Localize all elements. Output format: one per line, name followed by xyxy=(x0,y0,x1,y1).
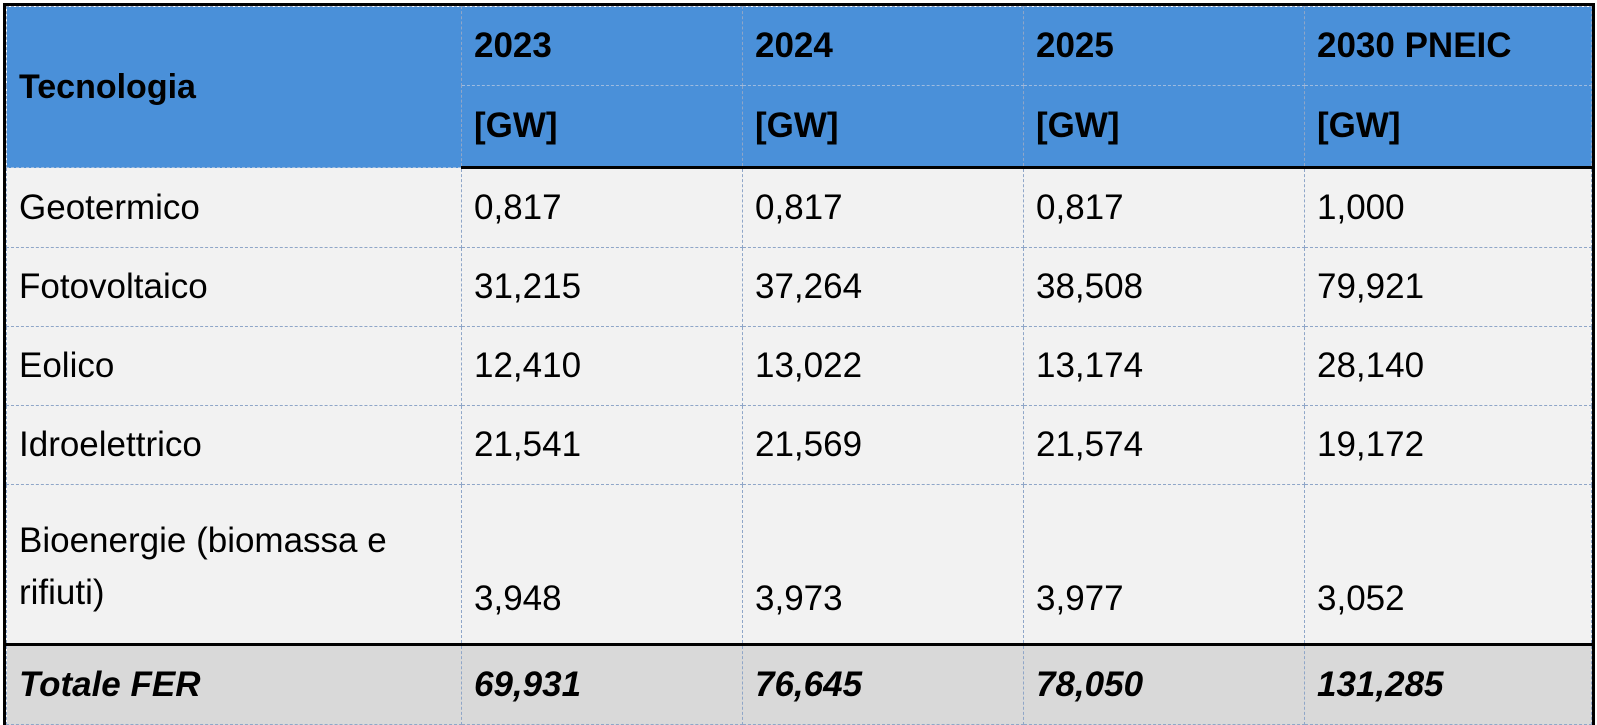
total-value: 131,285 xyxy=(1304,643,1592,725)
row-label: Idroelettrico xyxy=(6,405,462,485)
cell-value: 13,174 xyxy=(1023,326,1305,406)
total-row: Totale FER 69,931 76,645 78,050 131,285 xyxy=(6,643,1592,725)
total-value: 78,050 xyxy=(1023,643,1305,725)
cell-value: 21,569 xyxy=(742,405,1024,485)
cell-value: 3,977 xyxy=(1023,484,1305,645)
header-year: 2023 xyxy=(461,6,743,86)
table-header: Tecnologia 2023 2024 2025 2030 PNEIC [GW… xyxy=(6,6,1592,169)
table-row: Geotermico 0,817 0,817 0,817 1,000 xyxy=(6,167,1592,248)
row-label: Eolico xyxy=(6,326,462,406)
header-year: 2030 PNEIC xyxy=(1304,6,1592,86)
cell-value: 1,000 xyxy=(1304,167,1592,248)
total-value: 76,645 xyxy=(742,643,1024,725)
cell-value: 31,215 xyxy=(461,247,743,327)
capacity-table: Tecnologia 2023 2024 2025 2030 PNEIC [GW… xyxy=(3,3,1595,725)
cell-value: 0,817 xyxy=(742,167,1024,248)
row-label: Fotovoltaico xyxy=(6,247,462,327)
cell-value: 3,052 xyxy=(1304,484,1592,645)
header-unit: [GW] xyxy=(1304,85,1592,169)
table-row: Fotovoltaico 31,215 37,264 38,508 79,921 xyxy=(6,247,1592,327)
table-row: Bioenergie (biomassa e rifiuti) 3,948 3,… xyxy=(6,484,1592,645)
header-row-units: [GW] [GW] [GW] [GW] xyxy=(7,85,1592,169)
cell-value: 12,410 xyxy=(461,326,743,406)
cell-value: 79,921 xyxy=(1304,247,1592,327)
cell-value: 0,817 xyxy=(1023,167,1305,248)
header-unit: [GW] xyxy=(1023,85,1305,169)
table-row: Eolico 12,410 13,022 13,174 28,140 xyxy=(6,326,1592,406)
cell-value: 21,574 xyxy=(1023,405,1305,485)
table-footer: Totale FER 69,931 76,645 78,050 131,285 xyxy=(6,643,1592,725)
header-row-years: Tecnologia 2023 2024 2025 2030 PNEIC xyxy=(6,6,1592,168)
cell-value: 37,264 xyxy=(742,247,1024,327)
header-unit: [GW] xyxy=(461,85,743,169)
cell-value: 28,140 xyxy=(1304,326,1592,406)
header-unit: [GW] xyxy=(742,85,1024,169)
cell-value: 3,973 xyxy=(742,484,1024,645)
cell-value: 38,508 xyxy=(1023,247,1305,327)
header-year: 2024 xyxy=(742,6,1024,86)
cell-value: 21,541 xyxy=(461,405,743,485)
header-year: 2025 xyxy=(1023,6,1305,86)
total-value: 69,931 xyxy=(461,643,743,725)
total-label: Totale FER xyxy=(6,643,462,725)
cell-value: 19,172 xyxy=(1304,405,1592,485)
row-label: Geotermico xyxy=(6,167,462,248)
table-body: Geotermico 0,817 0,817 0,817 1,000 Fotov… xyxy=(6,167,1592,645)
table-row: Idroelettrico 21,541 21,569 21,574 19,17… xyxy=(6,405,1592,485)
cell-value: 0,817 xyxy=(461,167,743,248)
cell-value: 3,948 xyxy=(461,484,743,645)
cell-value: 13,022 xyxy=(742,326,1024,406)
row-label: Bioenergie (biomassa e rifiuti) xyxy=(6,484,462,645)
header-technology: Tecnologia xyxy=(6,6,462,168)
